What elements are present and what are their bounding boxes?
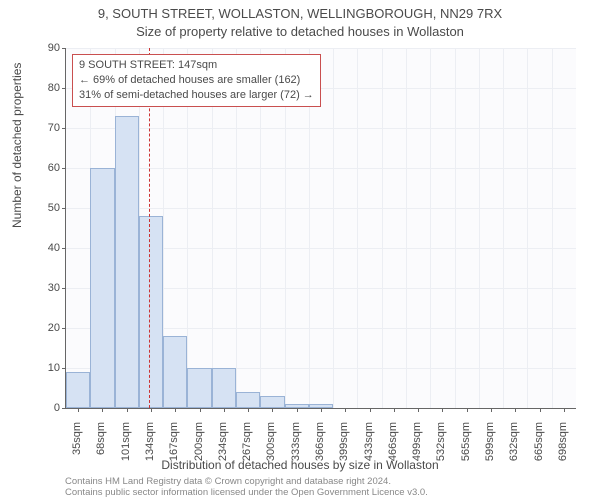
- xtick-label: 665sqm: [533, 422, 545, 472]
- xtick-mark: [540, 408, 541, 412]
- gridline-v: [503, 48, 504, 408]
- xtick-mark: [394, 408, 395, 412]
- xtick-mark: [127, 408, 128, 412]
- ytick-mark: [62, 248, 66, 249]
- ytick-label: 80: [30, 82, 60, 94]
- ytick-label: 0: [30, 402, 60, 414]
- chart-subtitle: Size of property relative to detached ho…: [0, 24, 600, 39]
- xtick-label: 134sqm: [144, 422, 156, 472]
- xtick-mark: [151, 408, 152, 412]
- xtick-label: 532sqm: [435, 422, 447, 472]
- xtick-mark: [200, 408, 201, 412]
- ytick-label: 10: [30, 362, 60, 374]
- gridline-v: [527, 48, 528, 408]
- gridline-h: [66, 168, 576, 169]
- ytick-mark: [62, 208, 66, 209]
- ytick-label: 20: [30, 322, 60, 334]
- xtick-mark: [491, 408, 492, 412]
- gridline-v: [357, 48, 358, 408]
- xtick-mark: [564, 408, 565, 412]
- xtick-mark: [175, 408, 176, 412]
- gridline-v: [479, 48, 480, 408]
- footer-attribution: Contains HM Land Registry data © Crown c…: [65, 476, 428, 499]
- chart-title-address: 9, SOUTH STREET, WOLLASTON, WELLINGBOROU…: [0, 6, 600, 21]
- chart-container: 9, SOUTH STREET, WOLLASTON, WELLINGBOROU…: [0, 0, 600, 500]
- xtick-mark: [272, 408, 273, 412]
- xtick-label: 333sqm: [290, 422, 302, 472]
- footer-line2: Contains public sector information licen…: [65, 487, 428, 498]
- xtick-label: 433sqm: [363, 422, 375, 472]
- histogram-bar: [236, 392, 260, 408]
- histogram-bar: [212, 368, 236, 408]
- xtick-mark: [297, 408, 298, 412]
- xtick-mark: [345, 408, 346, 412]
- footer-line1: Contains HM Land Registry data © Crown c…: [65, 476, 428, 487]
- ytick-label: 90: [30, 42, 60, 54]
- annotation-line-smaller: ← 69% of detached houses are smaller (16…: [79, 73, 314, 88]
- ytick-label: 40: [30, 242, 60, 254]
- ytick-label: 50: [30, 202, 60, 214]
- xtick-label: 200sqm: [193, 422, 205, 472]
- histogram-plot: 9 SOUTH STREET: 147sqm ← 69% of detached…: [65, 48, 576, 409]
- gridline-v: [406, 48, 407, 408]
- gridline-v: [430, 48, 431, 408]
- histogram-bar: [163, 336, 187, 408]
- ytick-mark: [62, 128, 66, 129]
- gridline-h: [66, 208, 576, 209]
- histogram-bar: [115, 116, 139, 408]
- marker-annotation-box: 9 SOUTH STREET: 147sqm ← 69% of detached…: [72, 54, 321, 107]
- xtick-label: 565sqm: [460, 422, 472, 472]
- histogram-bar: [66, 372, 90, 408]
- ytick-mark: [62, 48, 66, 49]
- xtick-mark: [515, 408, 516, 412]
- y-axis-label: Number of detached properties: [10, 63, 24, 228]
- xtick-label: 499sqm: [411, 422, 423, 472]
- xtick-mark: [418, 408, 419, 412]
- xtick-label: 698sqm: [557, 422, 569, 472]
- histogram-bar: [187, 368, 211, 408]
- xtick-mark: [467, 408, 468, 412]
- xtick-mark: [224, 408, 225, 412]
- xtick-label: 68sqm: [95, 422, 107, 472]
- gridline-v: [333, 48, 334, 408]
- xtick-mark: [102, 408, 103, 412]
- ytick-mark: [62, 288, 66, 289]
- xtick-label: 466sqm: [387, 422, 399, 472]
- ytick-mark: [62, 88, 66, 89]
- ytick-mark: [62, 408, 66, 409]
- ytick-mark: [62, 368, 66, 369]
- xtick-mark: [370, 408, 371, 412]
- ytick-mark: [62, 328, 66, 329]
- histogram-bar: [260, 396, 284, 408]
- xtick-label: 599sqm: [484, 422, 496, 472]
- xtick-label: 366sqm: [314, 422, 326, 472]
- gridline-v: [382, 48, 383, 408]
- xtick-label: 632sqm: [508, 422, 520, 472]
- annotation-line-property: 9 SOUTH STREET: 147sqm: [79, 58, 314, 73]
- xtick-mark: [78, 408, 79, 412]
- ytick-label: 30: [30, 282, 60, 294]
- gridline-h: [66, 48, 576, 49]
- xtick-label: 399sqm: [338, 422, 350, 472]
- xtick-label: 35sqm: [71, 422, 83, 472]
- xtick-label: 300sqm: [265, 422, 277, 472]
- ytick-mark: [62, 168, 66, 169]
- gridline-v: [455, 48, 456, 408]
- xtick-label: 167sqm: [168, 422, 180, 472]
- xtick-label: 234sqm: [217, 422, 229, 472]
- histogram-bar: [90, 168, 114, 408]
- xtick-mark: [321, 408, 322, 412]
- xtick-mark: [248, 408, 249, 412]
- ytick-label: 70: [30, 122, 60, 134]
- histogram-bar: [139, 216, 163, 408]
- gridline-h: [66, 128, 576, 129]
- xtick-label: 101sqm: [120, 422, 132, 472]
- gridline-v: [552, 48, 553, 408]
- xtick-mark: [442, 408, 443, 412]
- xtick-label: 267sqm: [241, 422, 253, 472]
- ytick-label: 60: [30, 162, 60, 174]
- annotation-line-larger: 31% of semi-detached houses are larger (…: [79, 88, 314, 103]
